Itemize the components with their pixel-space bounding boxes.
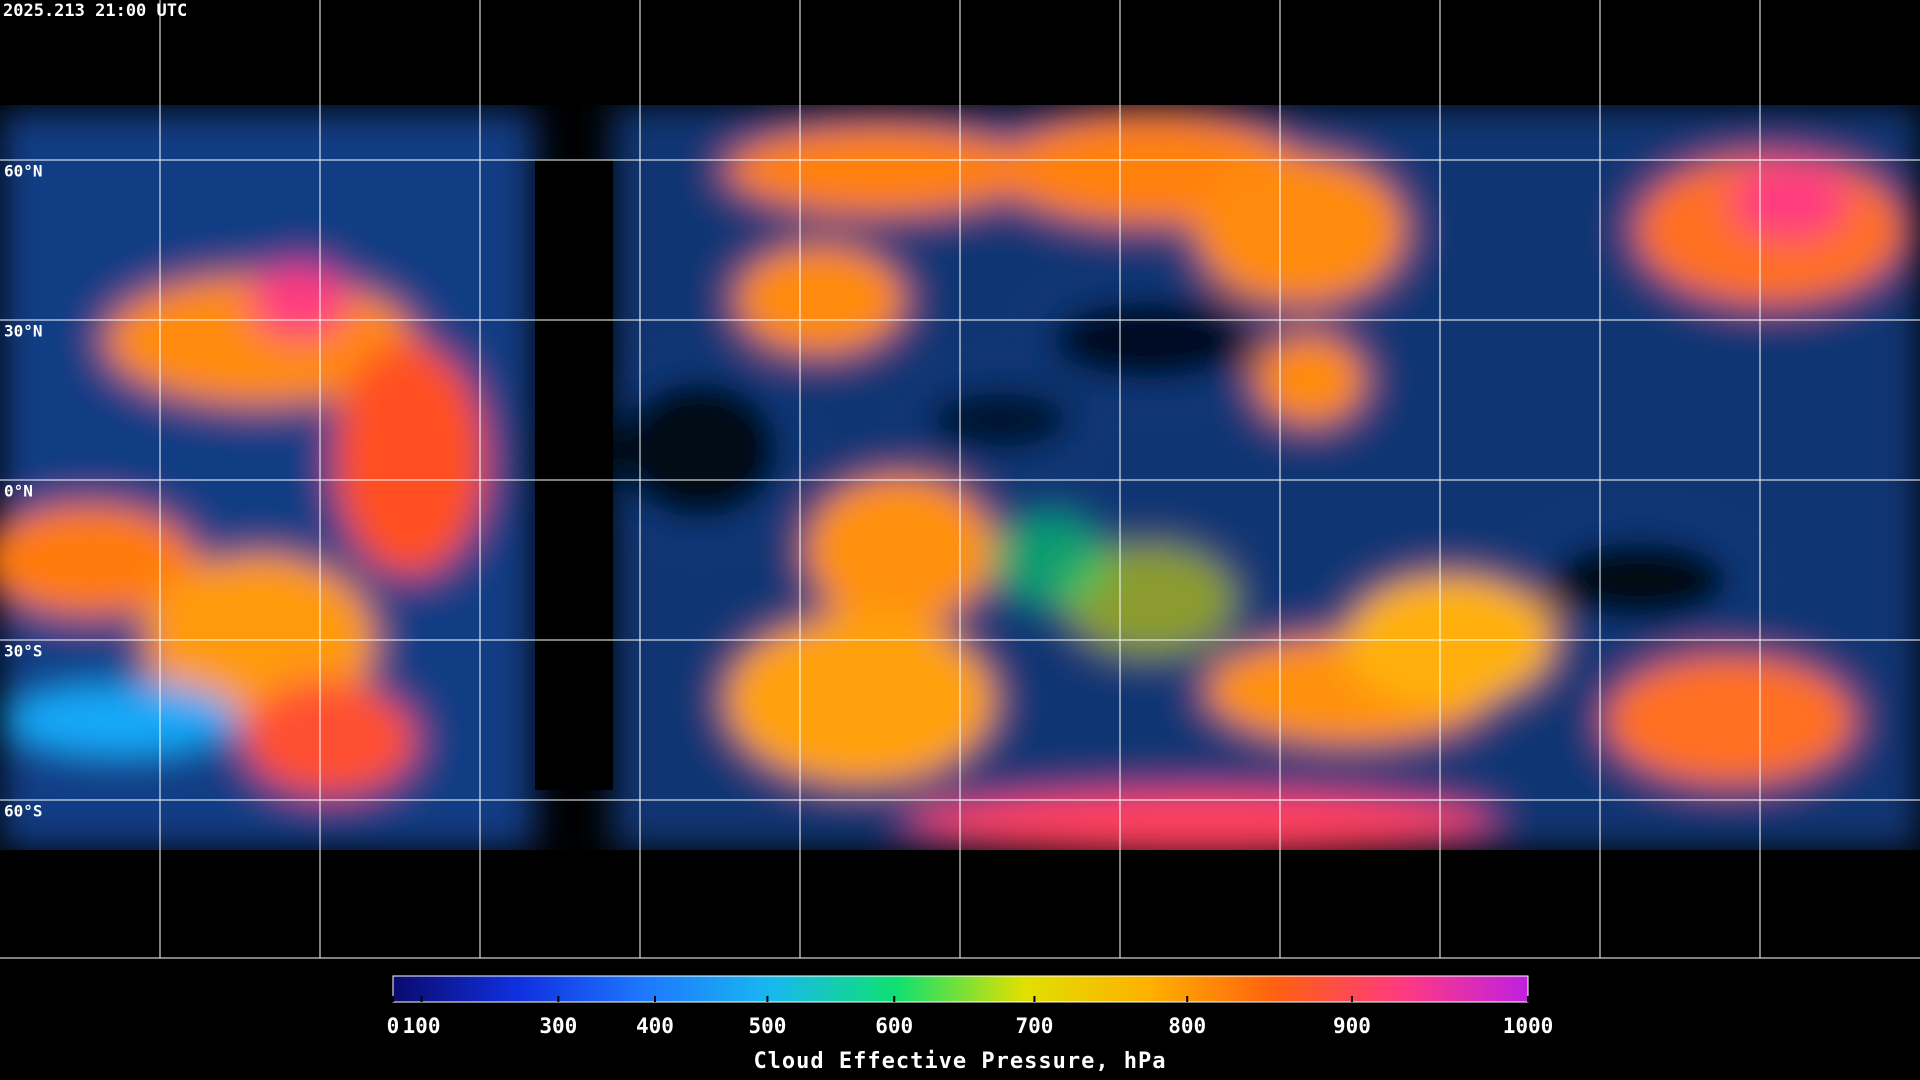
colorbar-tick-label: 300 (539, 1014, 577, 1038)
colorbar-title: Cloud Effective Pressure, hPa (753, 1049, 1166, 1074)
latitude-label: 30°N (4, 322, 43, 341)
latitude-label: 0°N (4, 482, 33, 501)
colorbar-tick-label: 100 (403, 1014, 441, 1038)
latitude-label: 60°N (4, 162, 43, 181)
data-gap (535, 160, 613, 790)
colorbar: 0 100 300 400 500 600 700 800 900 1000 (387, 975, 1554, 1038)
colorbar-tick-label: 400 (636, 1014, 674, 1038)
colorbar-tick-label: 0 (387, 1014, 400, 1038)
colorbar-tick-label: 600 (875, 1014, 913, 1038)
latitude-label: 30°S (4, 642, 43, 661)
colorbar-scale (392, 975, 1529, 1003)
colorbar-tick-label: 900 (1333, 1014, 1371, 1038)
latitude-grid: 60°N 30°N 0°N 30°S 60°S (0, 159, 1920, 959)
colorbar-tick-label: 500 (748, 1014, 786, 1038)
timestamp: 2025.213 21:00 UTC (3, 1, 187, 21)
colorbar-tick-label: 800 (1168, 1014, 1206, 1038)
colorbar-tick-label: 700 (1015, 1014, 1053, 1038)
colorbar-tick-label: 1000 (1503, 1014, 1554, 1038)
latitude-label: 60°S (4, 802, 43, 821)
